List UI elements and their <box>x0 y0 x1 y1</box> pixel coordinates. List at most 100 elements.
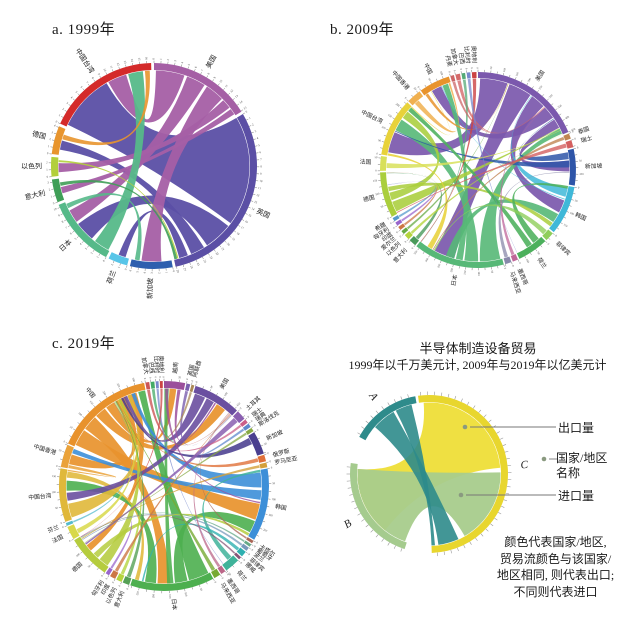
segment-arc <box>108 252 129 266</box>
tick-label: 5 <box>135 270 139 273</box>
tick-label: 0 <box>52 201 55 205</box>
legend-note: 颜色代表国家/地区, 贸易流颜色与该国家/ 地区相同, 则代表出口; 不同则代表… <box>486 534 625 600</box>
tick-label: 3 <box>47 180 50 184</box>
tick-mark <box>509 74 511 78</box>
tick-mark <box>545 241 548 243</box>
segment-arc <box>51 156 59 177</box>
tick-mark <box>393 399 396 403</box>
tick-mark <box>248 206 251 209</box>
tick-mark <box>87 245 89 248</box>
tick-mark <box>357 513 361 516</box>
tick-mark <box>228 401 231 404</box>
tick-label: 50 <box>536 251 540 256</box>
segment-label: 荷兰 <box>105 269 118 285</box>
tick-label: 0 <box>46 175 48 179</box>
tick-label: 3 <box>150 272 154 274</box>
tick-mark <box>208 253 210 256</box>
tick-mark <box>87 410 90 413</box>
segment-arc <box>74 536 109 573</box>
tick-label: 0 <box>148 377 151 379</box>
tick-label: 7 <box>200 68 204 72</box>
tick-mark <box>382 198 385 201</box>
tick-mark <box>532 86 534 89</box>
tick-label: 0 <box>112 581 116 584</box>
tick-label: 150 <box>268 514 273 518</box>
tick-mark <box>552 233 555 235</box>
tick-mark <box>424 84 427 88</box>
tick-mark <box>206 75 209 78</box>
tick-label: 1 <box>117 265 121 268</box>
legend-note-line: 不同则代表进口 <box>513 584 598 599</box>
segment-arc <box>549 186 575 233</box>
segment-label: 比利时 <box>463 46 473 64</box>
tick-label: 2 <box>49 137 52 141</box>
tick-mark <box>220 574 222 577</box>
tick-mark <box>381 538 384 542</box>
segment-arc <box>246 537 254 544</box>
tick-label: 0 <box>191 379 194 382</box>
segment-arc <box>122 576 132 586</box>
tick-mark <box>413 245 416 248</box>
tick-mark <box>248 547 251 550</box>
chord-ribbon <box>59 140 205 254</box>
tick-mark <box>505 264 507 267</box>
tick-mark <box>503 73 505 76</box>
chord-ribbon <box>123 393 206 442</box>
tick-label: 250 <box>136 590 140 595</box>
tick-label: 4 <box>53 123 56 127</box>
segment-arc <box>189 384 195 393</box>
segment-arc <box>401 227 409 234</box>
tick-label: 2 <box>158 272 162 274</box>
tick-label: 0 <box>271 466 273 469</box>
tick-mark <box>398 229 401 232</box>
tick-label: 3 <box>254 129 257 133</box>
segment-arc <box>105 567 113 576</box>
tick-mark <box>504 450 509 453</box>
segment-label: 中国 <box>422 62 434 76</box>
segment-arc <box>60 63 152 127</box>
tick-label: 200 <box>152 593 155 598</box>
segment-label: 美国 <box>218 376 231 390</box>
tick-label: 2 <box>166 58 170 61</box>
legend-chord-diagram: C B A <box>342 390 558 557</box>
tick-mark <box>503 264 505 267</box>
tick-label: 1 <box>50 194 53 198</box>
chord-ribbon <box>511 95 568 197</box>
tick-label: 0 <box>578 186 580 189</box>
tick-label: 0 <box>404 97 408 101</box>
tick-mark <box>67 532 70 534</box>
tick-mark <box>248 422 251 424</box>
tick-label: 11 <box>109 65 114 70</box>
chord-ribbon <box>445 199 559 259</box>
tick-label: 0 <box>453 70 456 73</box>
segment-arc <box>380 172 398 217</box>
chord-ribbon <box>386 130 561 169</box>
segment-arc <box>243 540 252 547</box>
tick-label: 100 <box>381 126 387 131</box>
tick-mark <box>452 264 454 268</box>
segment-arc <box>563 133 571 141</box>
tick-mark <box>69 435 72 437</box>
tick-mark <box>237 103 240 106</box>
tick-label: 9 <box>57 213 61 217</box>
tick-mark <box>475 537 478 541</box>
tick-mark <box>399 106 402 109</box>
tick-label: 0 <box>417 86 421 89</box>
tick-label: 10 <box>259 179 263 183</box>
tick-label: 250 <box>116 383 121 389</box>
tick-mark <box>112 391 114 394</box>
chord-ribbon <box>99 398 140 566</box>
tick-label: 0 <box>239 562 243 566</box>
tick-mark <box>563 216 567 219</box>
tick-label: 14 <box>251 206 256 211</box>
tick-mark <box>103 572 105 575</box>
tick-label: 0 <box>186 378 189 381</box>
tick-mark <box>573 145 576 147</box>
tick-label: 0 <box>226 573 230 576</box>
tick-label: 100 <box>503 67 507 72</box>
chord-ribbon <box>174 389 216 442</box>
chord-ribbon <box>116 400 216 571</box>
chord-ribbon <box>60 109 235 194</box>
tick-mark <box>501 505 505 508</box>
tick-label: 0 <box>547 243 551 247</box>
